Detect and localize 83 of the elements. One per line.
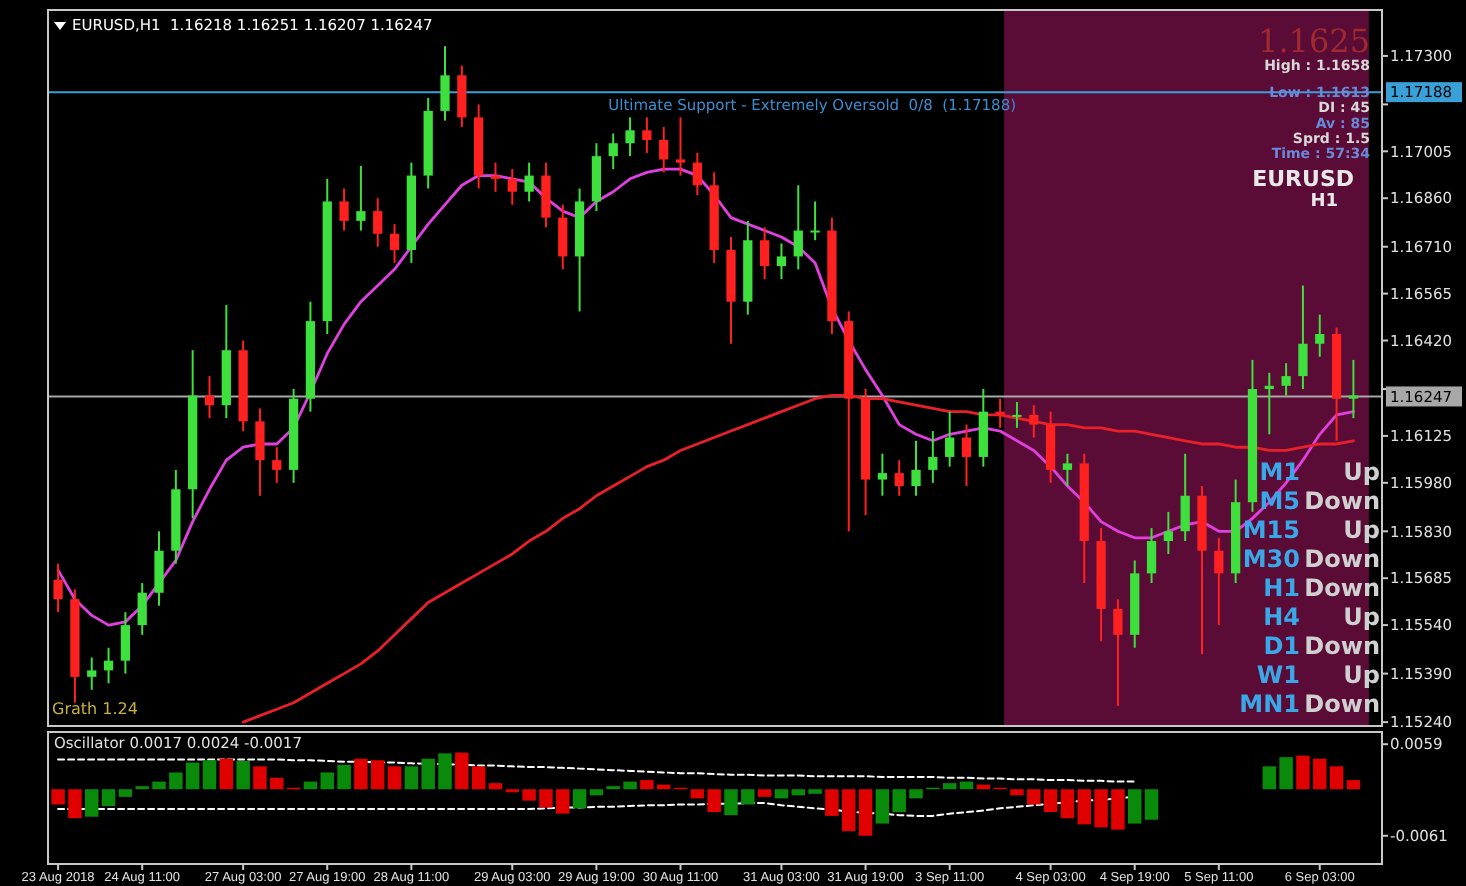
bar <box>1127 789 1142 824</box>
annotation: H1 Down <box>1263 574 1380 602</box>
candlestick <box>995 397 1005 429</box>
candlestick <box>1315 313 1325 358</box>
bar <box>757 789 772 797</box>
candlestick <box>137 582 147 636</box>
bar <box>1329 766 1344 790</box>
candlestick <box>877 452 888 497</box>
candlestick <box>793 184 803 271</box>
annotation: 1.1625 <box>1258 22 1370 60</box>
candlestick <box>204 375 215 420</box>
candlestick <box>507 168 517 206</box>
bar <box>236 760 250 790</box>
candlestick <box>659 126 669 174</box>
candlestick <box>675 116 686 177</box>
bar <box>118 789 133 797</box>
candlestick <box>1180 452 1190 543</box>
candlestick <box>894 459 904 497</box>
bar <box>1346 780 1361 790</box>
candlestick <box>978 388 988 468</box>
candlestick <box>1298 284 1308 391</box>
candlestick <box>625 116 635 158</box>
bar <box>387 766 402 790</box>
candlestick <box>1163 510 1173 555</box>
bar <box>1060 789 1075 819</box>
text: W1 Up <box>1256 661 1380 689</box>
candlestick <box>389 223 400 264</box>
candlestick <box>87 656 97 691</box>
candlestick <box>1012 400 1022 429</box>
candlestick <box>541 161 551 229</box>
annotation: EURUSD <box>1252 166 1354 192</box>
candlestick <box>810 200 820 242</box>
candlestick <box>490 161 501 193</box>
candlestick <box>356 164 366 232</box>
candlestick <box>558 203 568 271</box>
candlestick <box>1281 362 1291 397</box>
text: H4 Up <box>1263 603 1380 631</box>
candlestick <box>911 439 921 497</box>
candlestick <box>776 242 787 281</box>
annotation: MN1 Down <box>1239 690 1380 718</box>
bar <box>101 789 116 807</box>
bar <box>572 789 587 809</box>
candlestick <box>339 187 349 232</box>
candlestick <box>1348 358 1359 420</box>
candlestick <box>642 116 652 154</box>
candlestick <box>760 226 770 281</box>
candlestick <box>524 161 534 203</box>
line-series <box>57 758 1136 783</box>
bar <box>774 789 789 799</box>
candlestick <box>120 611 131 675</box>
candlestick <box>1029 404 1039 439</box>
candlestick <box>1146 527 1157 585</box>
candlestick <box>961 423 972 488</box>
candlestick <box>103 646 114 685</box>
candlestick <box>53 562 63 614</box>
bar <box>858 789 873 836</box>
candlestick <box>440 45 450 122</box>
annotation: D1 Down <box>1263 632 1380 660</box>
candlestick <box>692 151 702 196</box>
candlestick <box>154 530 164 607</box>
candlestick <box>591 142 602 213</box>
candlestick <box>255 407 265 497</box>
bar <box>219 758 234 790</box>
candlestick <box>945 410 955 468</box>
candlestick <box>1062 452 1073 488</box>
candlestick <box>608 132 618 171</box>
annotation: H1 <box>1310 192 1338 212</box>
candlestick <box>1214 536 1224 627</box>
candlestick <box>373 197 383 248</box>
annotation: Grath 1.24 <box>52 700 138 718</box>
candlestick <box>272 446 282 484</box>
bar <box>1144 789 1159 820</box>
bar <box>202 760 217 790</box>
bar <box>488 783 503 790</box>
bar <box>589 789 604 796</box>
annotation: M30 Down <box>1242 545 1380 573</box>
candlestick <box>1264 371 1274 436</box>
candlestick <box>928 430 938 484</box>
candlestick <box>457 64 467 129</box>
bar <box>85 789 99 817</box>
text: M15 Up <box>1242 516 1380 544</box>
candlestick <box>1045 410 1056 484</box>
candlestick <box>1113 598 1123 707</box>
